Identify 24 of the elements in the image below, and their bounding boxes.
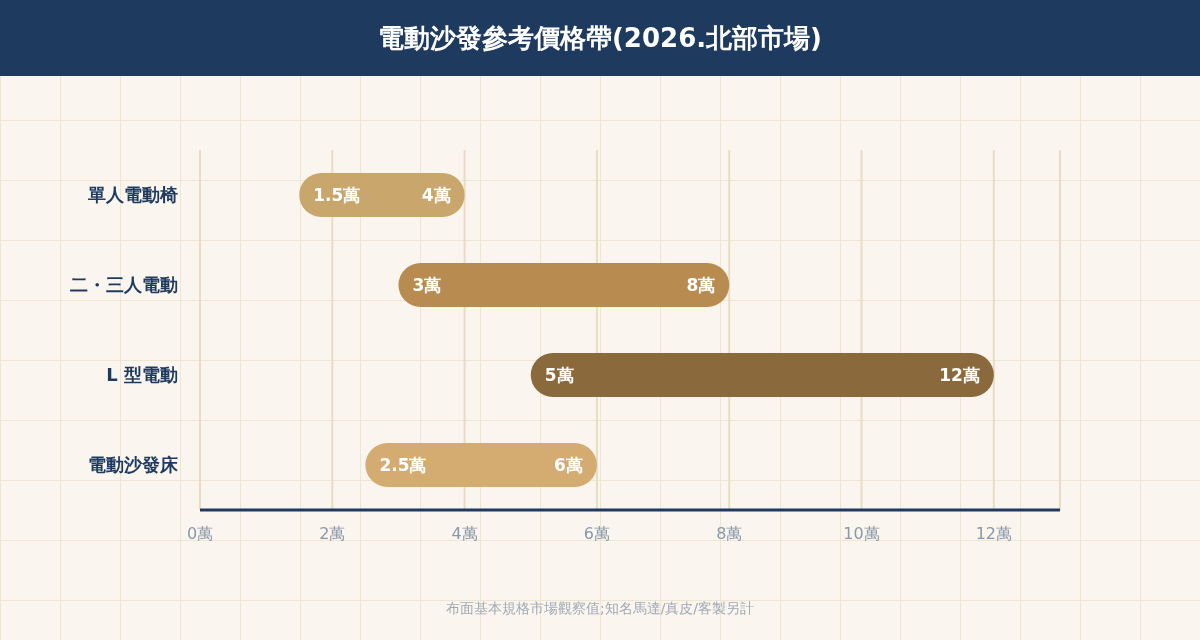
annotation: 6萬 [554, 455, 583, 475]
x-tick-label: 0萬 [186, 524, 214, 544]
y-tick-label: 單人電動椅 [87, 184, 178, 206]
annotation: 1.5萬 [313, 185, 361, 205]
y-tick-label: L 型電動 [106, 364, 178, 386]
annotation: 2.5萬 [379, 455, 427, 475]
x-tick-label: 4萬 [451, 524, 478, 544]
x-tick-label: 2萬 [319, 524, 346, 544]
y-tick-label: 二・三人電動 [70, 274, 178, 296]
annotation: 8萬 [686, 275, 716, 295]
bar [530, 353, 994, 397]
annotation: 5萬 [544, 365, 574, 385]
annotation: 3萬 [412, 275, 442, 295]
bar [398, 263, 730, 307]
x-tick-label: 8萬 [716, 524, 743, 544]
text: 布面基本規格市場觀察值;知名馬達/真皮/客製另計 [444, 600, 756, 618]
annotation: 4萬 [421, 185, 451, 205]
x-tick-label: 6萬 [583, 524, 611, 544]
bar [365, 443, 597, 487]
x-tick-label: 12萬 [975, 524, 1013, 544]
x-tick-label: 10萬 [843, 524, 880, 544]
y-tick-label: 電動沙發床 [88, 454, 179, 476]
annotation: 12萬 [939, 365, 980, 385]
chart-title: 電動沙發參考價格帶(2026.北部市場) [0, 0, 1200, 76]
